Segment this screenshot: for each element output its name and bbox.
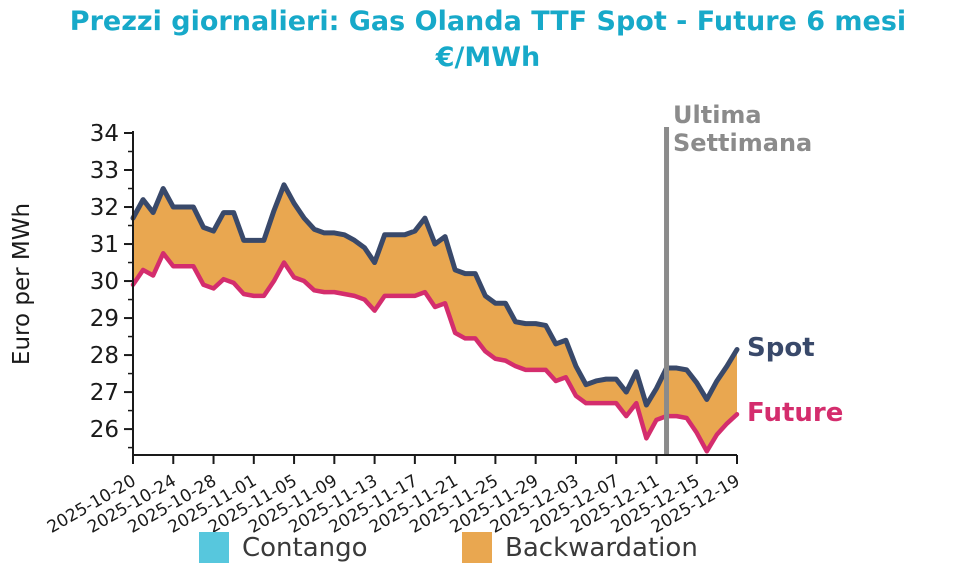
y-tick-label: 29: [90, 306, 119, 332]
legend-contango-label: Contango: [242, 532, 368, 563]
legend-backwardation-label: Backwardation: [505, 532, 698, 563]
y-tick-label: 28: [90, 343, 119, 369]
chart-legend: Contango Backwardation: [0, 532, 976, 568]
spot-series-label: Spot: [747, 333, 815, 363]
y-tick-label: 34: [90, 121, 119, 147]
y-tick-label: 32: [90, 195, 119, 221]
backwardation-swatch-icon: [462, 532, 492, 563]
y-tick-label: 33: [90, 158, 119, 184]
future-series-label: Future: [747, 398, 844, 428]
future-line: [130, 251, 740, 454]
backwardation-area: [133, 184, 737, 452]
legend-item-backwardation: Backwardation: [462, 532, 698, 563]
y-tick-label: 26: [90, 417, 119, 443]
y-tick-label: 30: [90, 269, 119, 295]
last-week-annotation: Ultima Settimana: [673, 101, 813, 157]
contango-swatch-icon: [199, 532, 229, 563]
page-title-line1: Prezzi giornalieri: Gas Olanda TTF Spot …: [69, 6, 907, 37]
page-title: Prezzi giornalieri: Gas Olanda TTF Spot …: [0, 4, 976, 76]
legend-item-contango: Contango: [199, 532, 368, 563]
y-tick-label: 27: [90, 380, 119, 406]
y-tick-label: 31: [90, 232, 119, 258]
spot-line: [130, 182, 740, 408]
page-title-line2: €/MWh: [435, 42, 541, 73]
